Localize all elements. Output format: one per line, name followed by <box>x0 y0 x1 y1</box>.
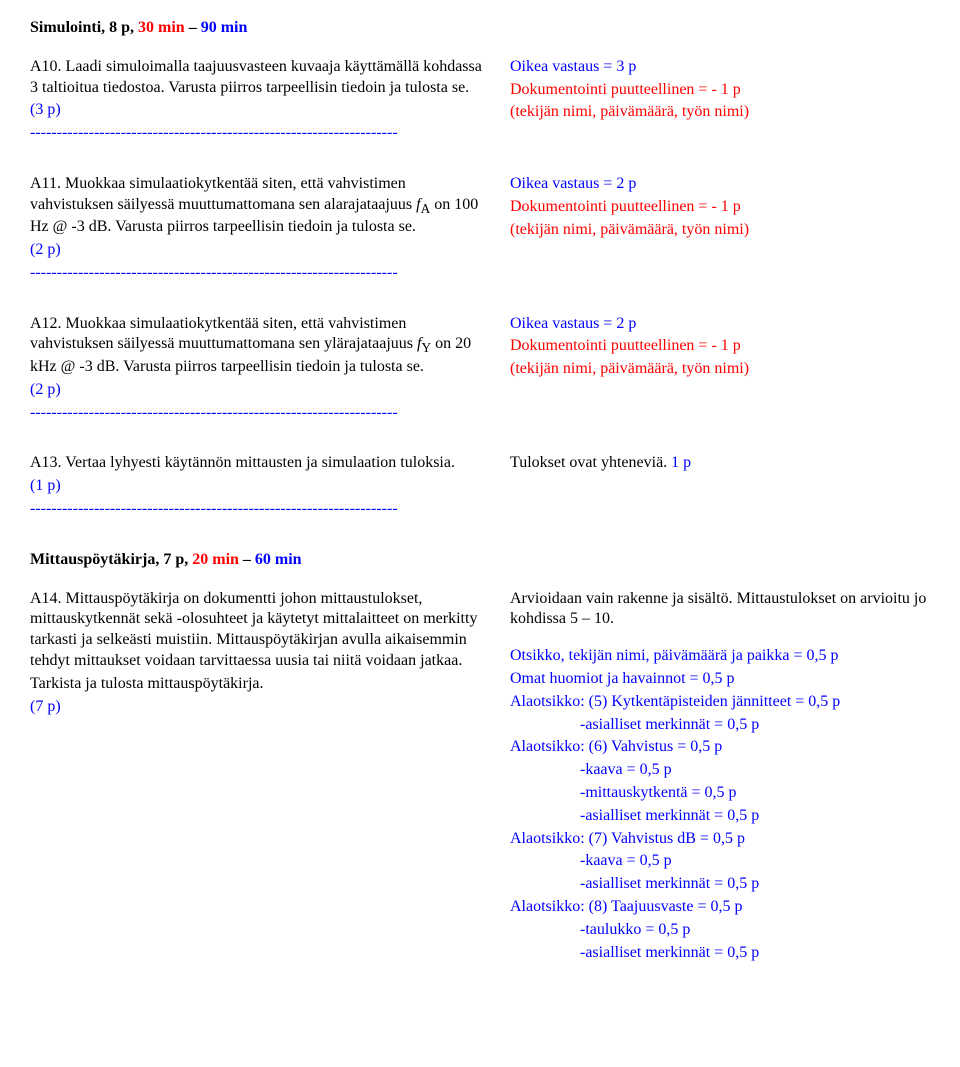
item-a12-sub: Y <box>421 341 431 356</box>
item-a14-text2: Tarkista ja tulosta mittauspöytäkirja. <box>30 674 490 695</box>
item-a14-text: A14. Mittauspöytäkirja on dokumentti joh… <box>30 589 490 672</box>
heading-part-red: 20 min <box>192 551 239 568</box>
grading-line: Alaotsikko: (5) Kytkentäpisteiden jännit… <box>510 692 930 713</box>
grading-line: Alaotsikko: (8) Taajuusvaste = 0,5 p <box>510 897 930 918</box>
item-a12-pre: A12. Muokkaa simulaatiokytkentää siten, … <box>30 315 417 353</box>
item-a11-points: (2 p) <box>30 240 490 261</box>
heading-part-red: 30 min <box>138 19 185 36</box>
separator-line: ----------------------------------------… <box>30 403 490 424</box>
grading-subline: -kaava = 0,5 p <box>510 760 930 781</box>
grading-intro: Arvioidaan vain rakenne ja sisältö. Mitt… <box>510 589 930 631</box>
item-a11-text: A11. Muokkaa simulaatiokytkentää siten, … <box>30 174 490 238</box>
heading-part-blue: 90 min <box>201 19 248 36</box>
item-a12-text: A12. Muokkaa simulaatiokytkentää siten, … <box>30 314 490 378</box>
grading-subline: -asialliset merkinnät = 0,5 p <box>510 943 930 964</box>
answer-correct: Oikea vastaus = 3 p <box>510 57 930 78</box>
answer-correct: Oikea vastaus = 2 p <box>510 174 930 195</box>
item-a10-row: A10. Laadi simuloimalla taajuusvasteen k… <box>30 57 930 146</box>
item-a10-text: A10. Laadi simuloimalla taajuusvasteen k… <box>30 57 490 99</box>
grading-subline: -asialliset merkinnät = 0,5 p <box>510 806 930 827</box>
answer-doc-penalty: Dokumentointi puutteellinen = - 1 p <box>510 197 930 218</box>
item-a13-result-text: Tulokset ovat yhteneviä. <box>510 454 671 471</box>
grading-line: Alaotsikko: (7) Vahvistus dB = 0,5 p <box>510 829 930 850</box>
grading-line: Alaotsikko: (6) Vahvistus = 0,5 p <box>510 737 930 758</box>
grading-subline: -mittauskytkentä = 0,5 p <box>510 783 930 804</box>
item-a13-text: A13. Vertaa lyhyesti käytännön mittauste… <box>30 453 490 474</box>
separator-line: ----------------------------------------… <box>30 499 490 520</box>
separator-line: ----------------------------------------… <box>30 263 490 284</box>
section-heading-simulointi: Simulointi, 8 p, 30 min – 90 min <box>30 18 930 39</box>
item-a10-points: (3 p) <box>30 100 490 121</box>
item-a13-result-points: 1 p <box>671 454 691 471</box>
item-a11-sub: A <box>421 201 431 216</box>
item-a14-points: (7 p) <box>30 697 490 718</box>
section-heading-mittaus: Mittauspöytäkirja, 7 p, 20 min – 60 min <box>30 550 930 571</box>
grading-line: Otsikko, tekijän nimi, päivämäärä ja pai… <box>510 646 930 667</box>
item-a13-result: Tulokset ovat yhteneviä. 1 p <box>510 453 930 474</box>
heading-part-blue: 60 min <box>255 551 302 568</box>
item-a12-points: (2 p) <box>30 380 490 401</box>
item-a14-row: A14. Mittauspöytäkirja on dokumentti joh… <box>30 589 930 966</box>
answer-doc-details: (tekijän nimi, päivämäärä, työn nimi) <box>510 102 930 123</box>
grading-line: Omat huomiot ja havainnot = 0,5 p <box>510 669 930 690</box>
grading-subline: -taulukko = 0,5 p <box>510 920 930 941</box>
separator-line: ----------------------------------------… <box>30 123 490 144</box>
answer-doc-details: (tekijän nimi, päivämäärä, työn nimi) <box>510 220 930 241</box>
item-a11-row: A11. Muokkaa simulaatiokytkentää siten, … <box>30 174 930 286</box>
item-a13-row: A13. Vertaa lyhyesti käytännön mittauste… <box>30 453 930 521</box>
item-a12-row: A12. Muokkaa simulaatiokytkentää siten, … <box>30 314 930 426</box>
grading-subline: -asialliset merkinnät = 0,5 p <box>510 874 930 895</box>
heading-part-sep: – <box>185 19 201 36</box>
grading-subline: -kaava = 0,5 p <box>510 851 930 872</box>
item-a13-points: (1 p) <box>30 476 490 497</box>
grading-subline: -asialliset merkinnät = 0,5 p <box>510 715 930 736</box>
heading-part-black: Mittauspöytäkirja, 7 p, <box>30 551 192 568</box>
item-a11-pre: A11. Muokkaa simulaatiokytkentää siten, … <box>30 175 416 213</box>
heading-part-black: Simulointi, 8 p, <box>30 19 138 36</box>
answer-doc-penalty: Dokumentointi puutteellinen = - 1 p <box>510 80 930 101</box>
answer-doc-details: (tekijän nimi, päivämäärä, työn nimi) <box>510 359 930 380</box>
answer-doc-penalty: Dokumentointi puutteellinen = - 1 p <box>510 336 930 357</box>
answer-correct: Oikea vastaus = 2 p <box>510 314 930 335</box>
heading-part-sep: – <box>239 551 255 568</box>
